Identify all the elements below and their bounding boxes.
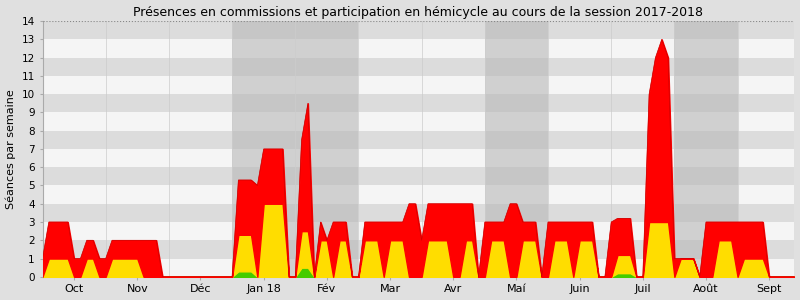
Bar [232,21,295,277]
Bar [42,222,794,240]
Bar [42,21,794,39]
Bar [674,21,738,277]
Bar [42,204,794,222]
Title: Présences en commissions et participation en hémicycle au cours de la session 20: Présences en commissions et participatio… [134,6,703,19]
Bar [295,21,358,277]
Bar [42,131,794,149]
Bar [42,94,794,112]
Y-axis label: Séances par semaine: Séances par semaine [6,89,16,209]
Bar [42,112,794,131]
Bar [42,185,794,204]
Bar [485,21,548,277]
Bar [42,76,794,94]
Bar [42,259,794,277]
Bar [42,39,794,58]
Bar [42,240,794,259]
Bar [42,58,794,76]
Bar [42,167,794,185]
Bar [42,149,794,167]
